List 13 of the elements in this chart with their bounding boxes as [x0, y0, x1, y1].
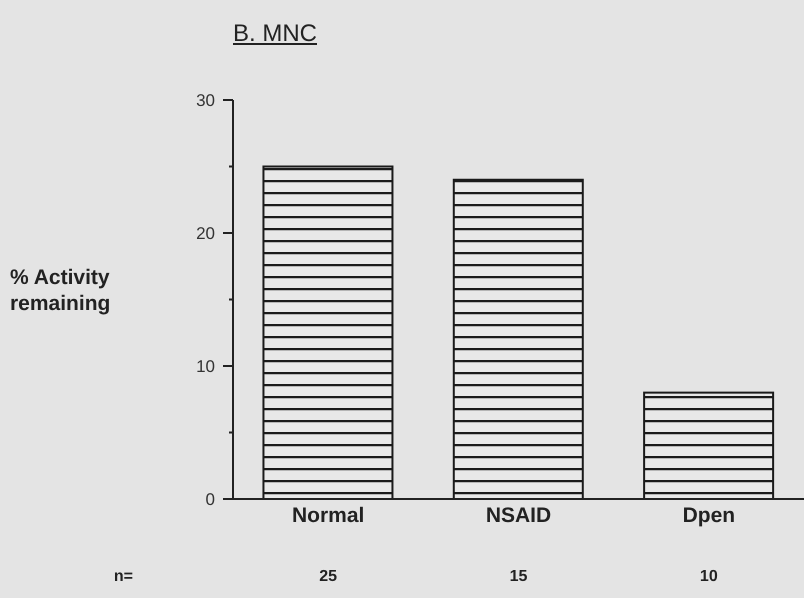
- text: 25: [318, 568, 338, 586]
- x-tick-label: Dpen: [682, 504, 736, 527]
- text: 15: [508, 568, 528, 586]
- y-tick-label: 30: [196, 91, 215, 110]
- y-tick-label: 0: [206, 490, 215, 509]
- y-axis-title: % Activity remaining: [10, 265, 112, 317]
- text: 10: [698, 568, 719, 586]
- x-tick-label: NSAID: [486, 504, 552, 527]
- x-tick-label: Normal: [292, 504, 364, 527]
- text: n=: [112, 568, 133, 586]
- chart-title: B. MNC: [233, 20, 317, 48]
- y-tick-label: 20: [196, 224, 215, 243]
- y-tick-label: 10: [196, 357, 215, 376]
